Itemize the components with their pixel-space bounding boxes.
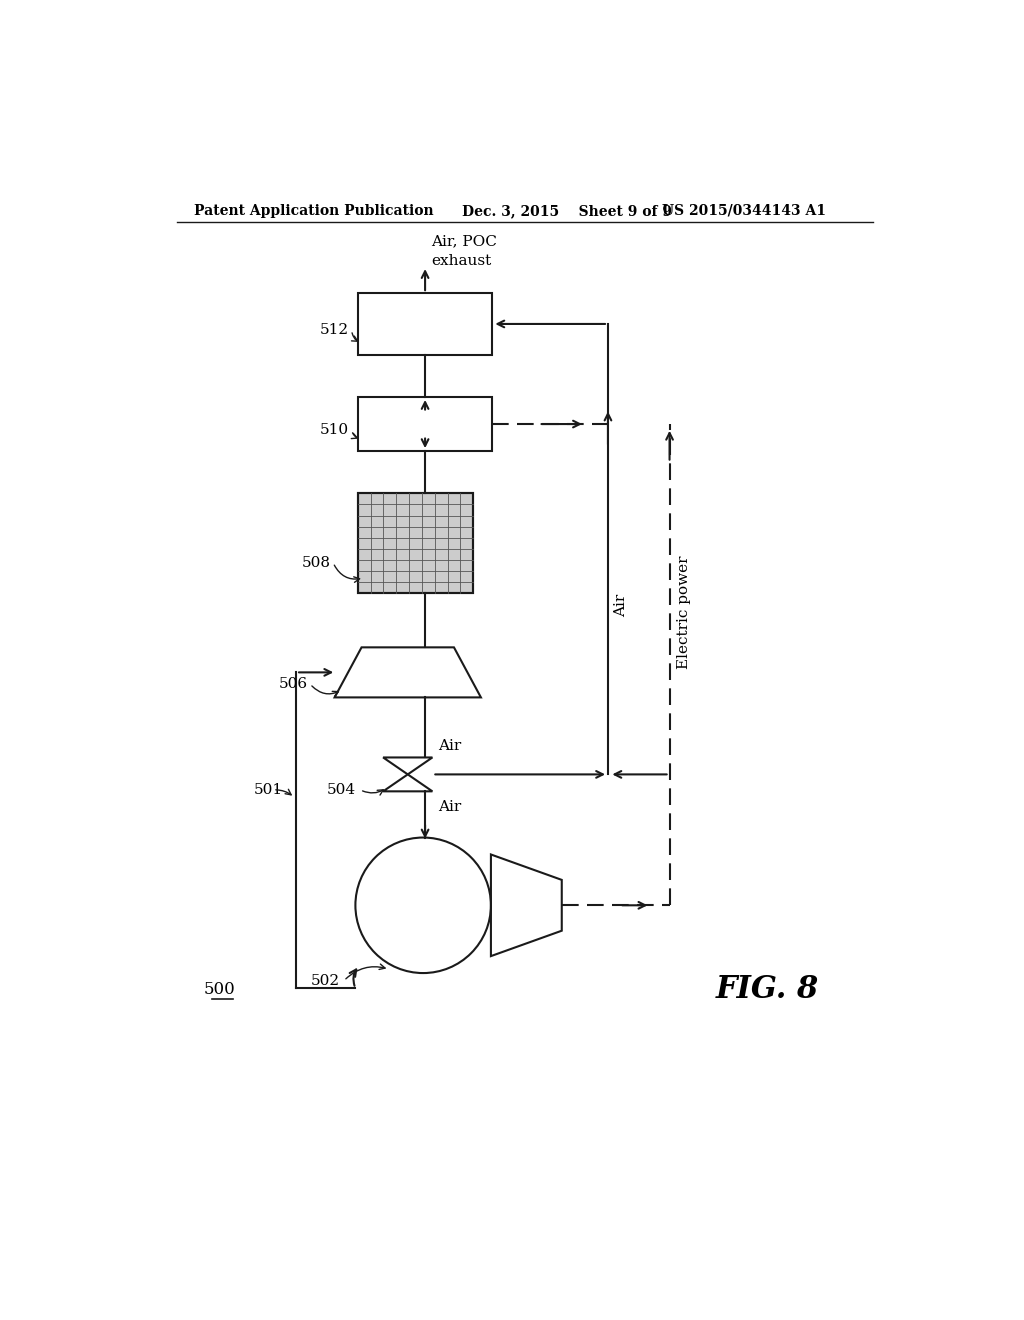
Text: 501: 501 (254, 783, 283, 797)
Text: Air: Air (438, 800, 462, 813)
Text: 510: 510 (319, 424, 348, 437)
Text: Dec. 3, 2015    Sheet 9 of 9: Dec. 3, 2015 Sheet 9 of 9 (462, 203, 672, 218)
Text: 502: 502 (311, 974, 340, 987)
Text: 512: 512 (319, 323, 348, 337)
Text: Patent Application Publication: Patent Application Publication (194, 203, 433, 218)
Text: 506: 506 (279, 677, 307, 690)
Bar (357, 494, 473, 594)
Text: Electric power: Electric power (677, 556, 691, 669)
Text: FIG. 8: FIG. 8 (716, 974, 819, 1006)
Bar (357, 293, 493, 355)
Text: Air, POC
exhaust: Air, POC exhaust (431, 234, 497, 268)
Bar (357, 494, 473, 594)
Text: 504: 504 (327, 783, 356, 797)
Bar (357, 397, 493, 451)
Text: US 2015/0344143 A1: US 2015/0344143 A1 (662, 203, 826, 218)
Text: 500: 500 (203, 982, 234, 998)
Text: 508: 508 (302, 556, 331, 570)
Polygon shape (383, 775, 432, 792)
Text: Air: Air (438, 739, 462, 752)
Polygon shape (383, 758, 432, 775)
Text: Air: Air (614, 594, 628, 616)
